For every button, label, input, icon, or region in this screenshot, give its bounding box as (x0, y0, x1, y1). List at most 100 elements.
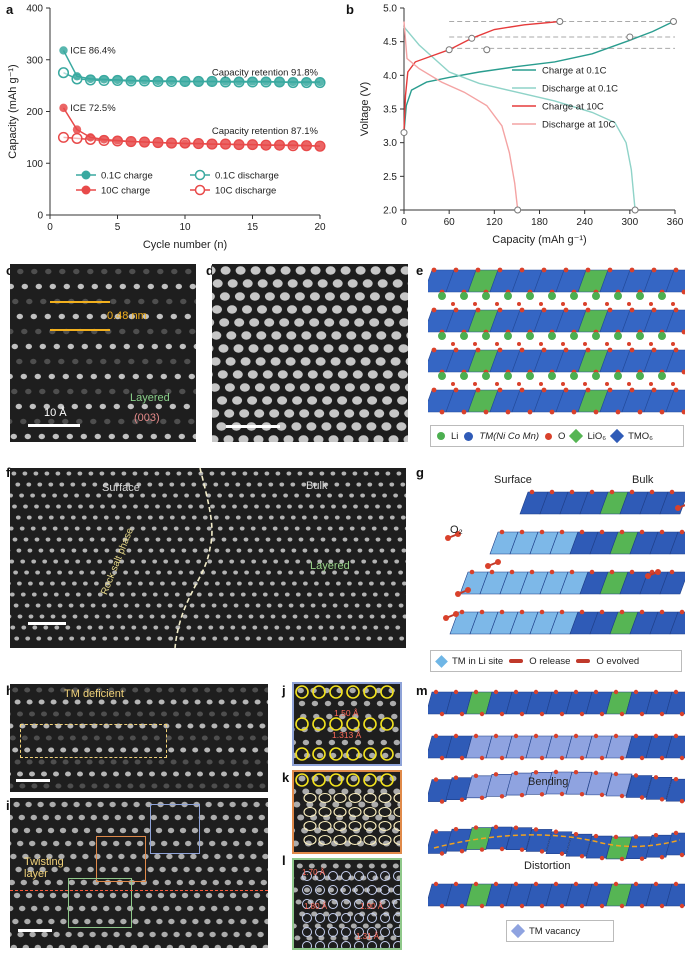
atom-column (234, 292, 245, 301)
atom-column (103, 783, 110, 789)
atom-column (397, 801, 400, 808)
atom-column (90, 373, 98, 380)
oxygen-atom (439, 711, 445, 717)
data-point (126, 137, 136, 146)
region-j-box (150, 804, 200, 854)
atom-column (91, 905, 98, 912)
highlight-ring (363, 792, 377, 804)
atom-column (49, 892, 57, 899)
atom-column (383, 559, 389, 564)
atom-column (343, 570, 348, 575)
atom-column (324, 292, 335, 301)
atom-column (231, 866, 238, 873)
li-atom (482, 372, 490, 380)
atom-column (369, 581, 374, 586)
atom-column (48, 687, 55, 693)
atom-column (10, 853, 17, 860)
atom-column (10, 418, 13, 425)
atom-column (370, 266, 381, 275)
atom-column (14, 699, 21, 705)
atom-column (269, 383, 280, 392)
atom-column (167, 570, 173, 575)
oxygen-atom (579, 853, 585, 859)
atom-column (118, 944, 125, 948)
atom-column (171, 268, 178, 275)
atom-column (45, 268, 52, 275)
atom-column (165, 388, 172, 395)
atom-column (233, 931, 240, 938)
atom-column (36, 636, 42, 641)
y-tick-label: 3.0 (383, 138, 397, 149)
highlight-ring (333, 792, 347, 804)
li-atom (636, 332, 644, 340)
oxygen-atom (493, 824, 499, 830)
atom-column (344, 840, 351, 847)
atom-column (353, 504, 358, 509)
atom-column (254, 504, 259, 509)
atom-column (246, 814, 253, 821)
atom-column (277, 570, 282, 575)
atom-column (204, 581, 209, 586)
atom-column (320, 504, 325, 509)
legend-marker (81, 170, 91, 180)
oxygen-atom (629, 267, 635, 273)
oxygen-atom (613, 834, 619, 840)
oxygen-atom (539, 609, 545, 615)
atom-column (252, 625, 258, 630)
atom-column (367, 515, 373, 520)
highlight-ring (348, 792, 362, 804)
atom-column (81, 735, 88, 741)
atom-column (130, 853, 137, 860)
atom-column (390, 935, 397, 941)
octahedron (665, 778, 685, 802)
atom-column (79, 783, 86, 789)
highlight-ring (393, 885, 400, 895)
oxygen-atom (553, 689, 559, 695)
atom-column (247, 370, 258, 379)
atom-column (10, 581, 11, 586)
atom-column (169, 892, 177, 899)
data-point (72, 72, 82, 81)
atom-column (92, 515, 98, 520)
atom-column (283, 435, 294, 442)
atom-column (292, 581, 297, 586)
atom-column (10, 772, 11, 776)
oxygen-atom (655, 569, 661, 575)
atom-column (90, 603, 96, 608)
atom-column (375, 814, 383, 821)
y-tick-label: 4.5 (383, 37, 397, 48)
atom-column (242, 699, 249, 705)
atom-column (77, 471, 83, 476)
atom-column (70, 482, 76, 487)
atom-column (151, 493, 157, 498)
atom-column (399, 318, 408, 327)
legend-label: 0.1C charge (101, 171, 153, 182)
curve-marker (468, 34, 476, 42)
oxygen-atom (453, 267, 459, 273)
atom-column (221, 504, 226, 509)
oxygen-atom (627, 302, 631, 306)
atom-column (149, 711, 155, 717)
atom-column (322, 370, 333, 379)
atom-column (190, 636, 196, 641)
atom-column (10, 905, 14, 912)
y-tick-label: 100 (26, 159, 43, 170)
hrtem-image-c: 0.48 nm 10 Å Layered (003) (10, 264, 196, 442)
atom-column (66, 814, 73, 821)
atom-column (297, 814, 305, 821)
octahedron (665, 832, 685, 856)
atom-column (234, 814, 241, 821)
atom-column (37, 515, 43, 520)
atom-column (155, 403, 162, 410)
atom-column (179, 343, 186, 350)
atom-column (325, 266, 336, 275)
distance-label-2: 1.313 Å (332, 730, 362, 740)
atom-column (156, 603, 162, 608)
atom-column (109, 801, 116, 808)
legend-o-evolved: O evolved (596, 655, 640, 667)
atom-column (245, 636, 251, 641)
atom-column (45, 735, 52, 741)
atom-column (345, 801, 353, 808)
atom-column (175, 328, 182, 335)
bulk-label: Bulk (306, 480, 328, 492)
